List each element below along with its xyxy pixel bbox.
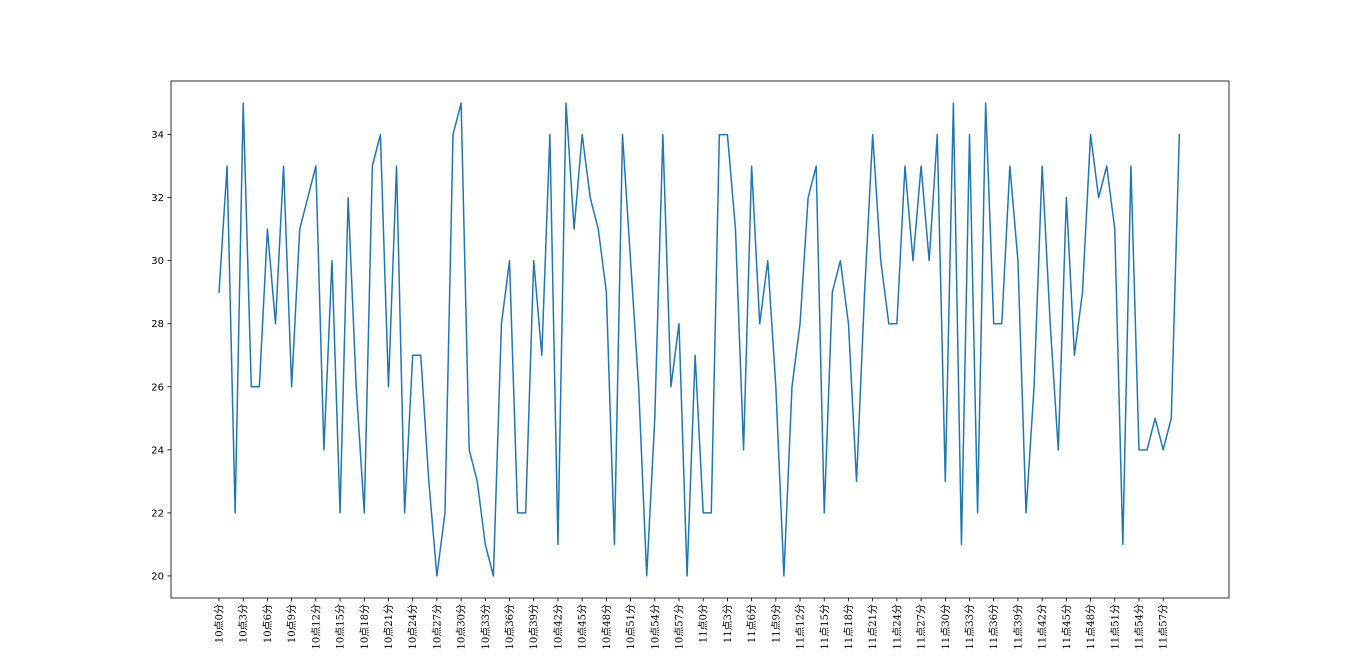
x-tick-label: 10点6分 bbox=[262, 604, 274, 643]
x-tick-label: 10点21分 bbox=[383, 604, 395, 649]
x-tick-label: 11点39分 bbox=[1012, 604, 1024, 649]
x-tick-label: 11点12分 bbox=[795, 604, 807, 649]
x-tick-label: 10点51分 bbox=[625, 604, 637, 649]
series-line bbox=[218, 102, 1181, 577]
x-tick-label: 10点27分 bbox=[431, 604, 443, 649]
x-tick-label: 10点42分 bbox=[552, 604, 564, 649]
x-tick-label: 11点48分 bbox=[1085, 604, 1097, 649]
x-tick-label: 10点18分 bbox=[359, 604, 371, 649]
y-axis: 20 22 24 26 28 30 32 34 bbox=[151, 130, 171, 582]
x-tick-label: 10点54分 bbox=[649, 604, 661, 649]
y-tick-label: 24 bbox=[151, 445, 164, 456]
x-tick-label: 11点36分 bbox=[988, 604, 1000, 649]
x-tick-label: 10点45分 bbox=[577, 604, 589, 649]
x-tick-label: 10点0分 bbox=[214, 604, 226, 643]
plot-area bbox=[171, 81, 1229, 598]
x-tick-label: 11点30分 bbox=[940, 604, 952, 649]
x-tick-label: 11点18分 bbox=[843, 604, 855, 649]
x-tick-label: 11点0分 bbox=[698, 604, 710, 643]
plot-frame bbox=[170, 80, 1230, 599]
x-tick-label: 10点12分 bbox=[310, 604, 322, 649]
x-tick-label: 10点36分 bbox=[504, 604, 516, 649]
x-tick-label: 11点6分 bbox=[746, 604, 758, 643]
x-tick-label: 10点30分 bbox=[456, 604, 468, 649]
x-tick-label: 10点24分 bbox=[407, 604, 419, 649]
x-tick-label: 11点21分 bbox=[867, 604, 879, 649]
y-tick-label: 32 bbox=[151, 193, 164, 204]
y-tick-label: 34 bbox=[151, 130, 164, 141]
x-tick-label: 11点27分 bbox=[916, 604, 928, 649]
x-tick-label: 10点57分 bbox=[673, 604, 685, 649]
x-tick-label: 10点48分 bbox=[601, 604, 613, 649]
y-tick-label: 30 bbox=[151, 256, 164, 267]
y-tick-label: 26 bbox=[151, 382, 164, 393]
x-tick-label: 10点39分 bbox=[528, 604, 540, 649]
x-tick-label: 10点9分 bbox=[286, 604, 298, 643]
y-tick-label: 22 bbox=[151, 508, 164, 519]
x-axis: 10点0分 10点3分 10点6分 10点9分 10点12分 10点15分 10点18分 10… bbox=[214, 598, 1170, 649]
x-tick-label: 11点33分 bbox=[964, 604, 976, 649]
x-tick-label: 11点42分 bbox=[1037, 604, 1049, 649]
x-tick-label: 11点15分 bbox=[819, 604, 831, 649]
x-tick-label: 10点3分 bbox=[238, 604, 250, 643]
x-tick-label: 10点33分 bbox=[480, 604, 492, 649]
x-tick-label: 10点15分 bbox=[335, 604, 347, 649]
x-tick-label: 11点45分 bbox=[1061, 604, 1073, 649]
x-tick-label: 11点51分 bbox=[1109, 604, 1121, 649]
x-tick-label: 11点54分 bbox=[1133, 604, 1145, 649]
x-tick-label: 11点3分 bbox=[722, 604, 734, 643]
x-tick-label: 11点57分 bbox=[1158, 604, 1170, 649]
y-tick-label: 20 bbox=[151, 571, 164, 582]
x-tick-label: 11点24分 bbox=[891, 604, 903, 649]
x-tick-label: 11点9分 bbox=[770, 604, 782, 643]
y-tick-label: 28 bbox=[151, 319, 164, 330]
